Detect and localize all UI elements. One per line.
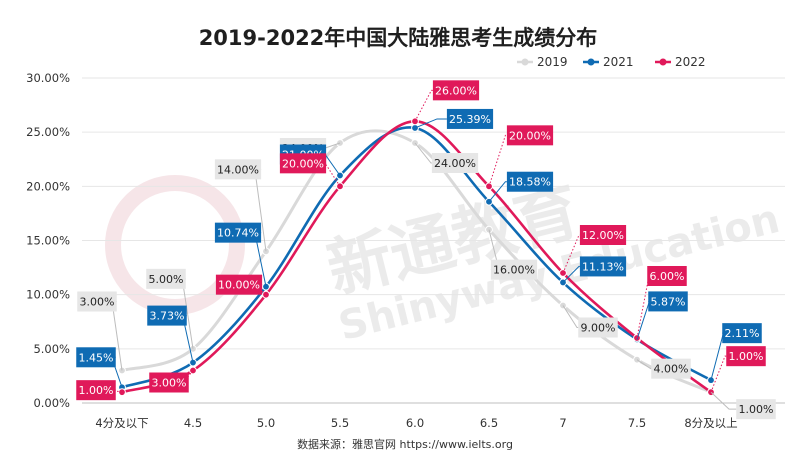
- leader-line: [710, 355, 727, 393]
- data-label-box: [647, 266, 687, 286]
- y-tick-label: 30.00%: [26, 71, 70, 85]
- x-tick-label: 5.5: [331, 416, 349, 430]
- x-tick-label: 7.5: [628, 416, 646, 430]
- data-label-2022: 10.00%: [218, 279, 260, 292]
- leader-line: [324, 154, 341, 176]
- data-label-box: [214, 159, 262, 180]
- y-axis: 0.00% 5.00% 10.00% 15.00% 20.00% 25.00% 30.00%: [26, 71, 70, 410]
- data-label-2019: 14.00%: [217, 163, 259, 176]
- x-tick-label: 4.5: [184, 416, 202, 430]
- leader-line: [636, 359, 652, 370]
- data-point-2022: [485, 182, 493, 191]
- data-label-2019: 5.00%: [149, 273, 184, 286]
- data-label-box: [722, 323, 762, 344]
- y-tick-label: 15.00%: [26, 234, 70, 248]
- data-label-box: [431, 153, 479, 173]
- data-labels: 3.00%5.00%14.00%24.00%24.00%16.00%9.00%4…: [76, 80, 776, 420]
- data-label-2022: 26.00%: [435, 84, 477, 97]
- data-label-2021: 10.74%: [217, 227, 259, 240]
- leader-line: [562, 265, 580, 283]
- leader-line: [488, 181, 507, 203]
- data-label-box: [726, 346, 766, 367]
- data-label-2022: 3.00%: [152, 377, 187, 390]
- source-note: 数据来源：雅思官网 https://www.ielts.org: [297, 437, 513, 451]
- data-label-2021: 1.45%: [79, 351, 114, 364]
- data-label-box: [446, 108, 494, 129]
- data-label-box: [77, 291, 117, 312]
- data-label-2021: 11.13%: [582, 260, 624, 273]
- leader-line: [414, 89, 433, 122]
- data-label-2021: 5.87%: [651, 295, 686, 308]
- x-tick-label: 8分及以上: [684, 416, 737, 430]
- data-label-box: [736, 399, 776, 420]
- data-label-box: [506, 171, 554, 192]
- data-label-2019: 24.00%: [434, 157, 476, 170]
- data-label-2021: 3.73%: [150, 310, 185, 323]
- data-label-box: [579, 256, 627, 277]
- leader-line: [710, 391, 737, 410]
- chart-title: 2019-2022年中国大陆雅思考生成绩分布: [199, 26, 598, 50]
- data-point-2022: [336, 182, 344, 191]
- data-label-box: [578, 317, 618, 338]
- data-label-box: [149, 372, 189, 393]
- y-tick-label: 25.00%: [26, 125, 70, 139]
- data-label-box: [651, 358, 691, 379]
- data-label-box: [648, 291, 688, 312]
- legend-marker: [587, 58, 595, 66]
- data-point-2021: [411, 124, 419, 132]
- data-label-2019: 16.00%: [493, 264, 535, 277]
- x-tick-label: 6.5: [480, 416, 498, 430]
- watermark: 新通教育 Shinyway Education: [105, 174, 784, 350]
- leader-line: [488, 134, 507, 187]
- data-label-2019: 1.00%: [739, 403, 774, 416]
- data-label-box: [506, 125, 554, 146]
- y-tick-label: 10.00%: [26, 288, 70, 302]
- data-label-box: [432, 80, 480, 101]
- legend-marker: [521, 58, 529, 66]
- data-label-2021: 2.11%: [725, 327, 760, 340]
- data-label-2019: 4.00%: [654, 363, 689, 376]
- leader-line: [562, 305, 579, 328]
- x-tick-label: 6.0: [406, 416, 424, 430]
- data-label-box: [214, 222, 262, 243]
- data-label-2022: 1.00%: [79, 384, 114, 397]
- data-label-box: [490, 259, 538, 280]
- data-label-2022: 6.00%: [650, 270, 685, 283]
- data-label-box: [279, 153, 327, 174]
- leader-line: [414, 118, 447, 129]
- y-tick-label: 5.00%: [33, 342, 70, 356]
- data-label-2021: 18.58%: [509, 176, 551, 189]
- x-axis: 4分及以下 4.5 5.0 5.5 6.0 6.5 7 7.5 8分及以上: [95, 416, 737, 430]
- data-label-2019: 3.00%: [80, 296, 115, 309]
- legend-label-2022: 2022: [675, 55, 706, 69]
- data-label-2019: 9.00%: [581, 322, 616, 335]
- data-label-box: [579, 225, 627, 245]
- data-label-box: [76, 347, 116, 368]
- data-label-2022: 20.00%: [282, 157, 324, 170]
- data-label-2022: 20.00%: [509, 129, 551, 142]
- legend-label-2021: 2021: [603, 55, 634, 69]
- data-label-box: [147, 305, 187, 326]
- data-label-box: [215, 274, 263, 295]
- leader-line: [710, 332, 725, 381]
- data-label-box: [76, 380, 116, 401]
- x-tick-label: 5.0: [257, 416, 275, 430]
- legend-marker: [659, 58, 667, 66]
- y-tick-label: 0.00%: [33, 396, 70, 410]
- leader-line: [414, 142, 432, 164]
- data-label-2022: 12.00%: [582, 229, 624, 242]
- x-tick-label: 4分及以下: [95, 416, 148, 430]
- data-label-2022: 1.00%: [729, 350, 764, 363]
- y-tick-label: 20.00%: [26, 179, 70, 193]
- legend: 2019 2021 2022: [517, 55, 706, 69]
- data-label-box: [146, 268, 186, 289]
- legend-label-2019: 2019: [537, 55, 568, 69]
- x-tick-label: 7: [559, 416, 566, 430]
- data-label-2021: 25.39%: [449, 113, 491, 126]
